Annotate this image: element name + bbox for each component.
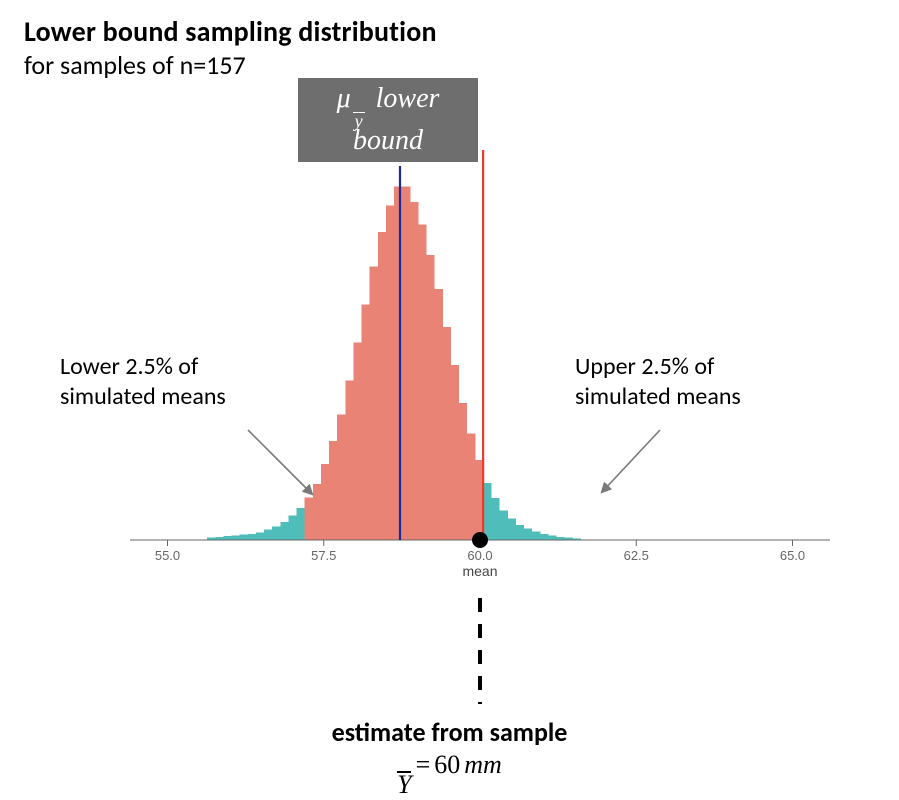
- x-tick-label: 57.5: [311, 548, 336, 563]
- histogram-bar: [443, 327, 451, 540]
- annotation-upper-tail: Upper 2.5% of simulated means: [575, 352, 805, 412]
- histogram-bar: [410, 202, 418, 540]
- histogram-bar: [451, 365, 459, 540]
- histogram-bar: [345, 380, 353, 540]
- histogram-bar: [280, 522, 288, 540]
- x-tick-label: 65.0: [780, 548, 805, 563]
- x-tick-label: 55.0: [155, 548, 180, 563]
- histogram-bar: [232, 535, 240, 540]
- histogram-bar: [508, 519, 516, 540]
- annotation-lower-tail: Lower 2.5% of simulated means: [60, 352, 290, 412]
- x-axis-label: mean: [462, 563, 497, 579]
- histogram-bar: [362, 304, 370, 540]
- histogram-bar: [288, 516, 296, 540]
- histogram-bar: [240, 535, 248, 540]
- histogram-bar: [483, 483, 491, 540]
- histogram-bar: [435, 289, 443, 540]
- x-tick-label: 62.5: [624, 548, 649, 563]
- histogram-bar: [418, 225, 426, 540]
- histogram-bar: [516, 525, 524, 540]
- histogram-bar: [532, 532, 540, 540]
- histogram-bar: [297, 508, 305, 540]
- histogram-bar: [305, 497, 313, 540]
- histogram-bar: [492, 498, 500, 540]
- histogram-bar: [256, 532, 264, 540]
- histogram-bar: [370, 266, 378, 540]
- estimate-value: Y = 60 mm: [397, 750, 502, 800]
- x-tick-label: 60.0: [467, 548, 492, 563]
- estimate-label: estimate from sample: [0, 716, 899, 748]
- histogram-bar: [402, 187, 410, 540]
- histogram-bar: [248, 534, 256, 540]
- arrow-right: [602, 430, 660, 492]
- histogram-bar: [459, 403, 467, 540]
- sample-mean-dot: [472, 532, 488, 548]
- histogram-bar: [223, 536, 231, 540]
- arrow-left: [248, 430, 312, 494]
- histogram-bar: [321, 464, 329, 540]
- histogram-bar: [540, 534, 548, 540]
- histogram-bar: [313, 484, 321, 540]
- histogram-bar: [378, 232, 386, 540]
- histogram-bar: [500, 510, 508, 540]
- histogram-bar: [467, 434, 475, 540]
- estimate-block: estimate from sample Y = 60 mm: [0, 716, 899, 800]
- histogram-bar: [337, 415, 345, 540]
- histogram-bar: [353, 342, 361, 540]
- histogram-bar: [524, 529, 532, 540]
- histogram-bar: [427, 255, 435, 540]
- histogram-bar: [329, 441, 337, 540]
- histogram-bar: [264, 529, 272, 540]
- histogram-bar: [548, 535, 556, 540]
- histogram-bar: [386, 206, 394, 540]
- histogram-bar: [272, 526, 280, 540]
